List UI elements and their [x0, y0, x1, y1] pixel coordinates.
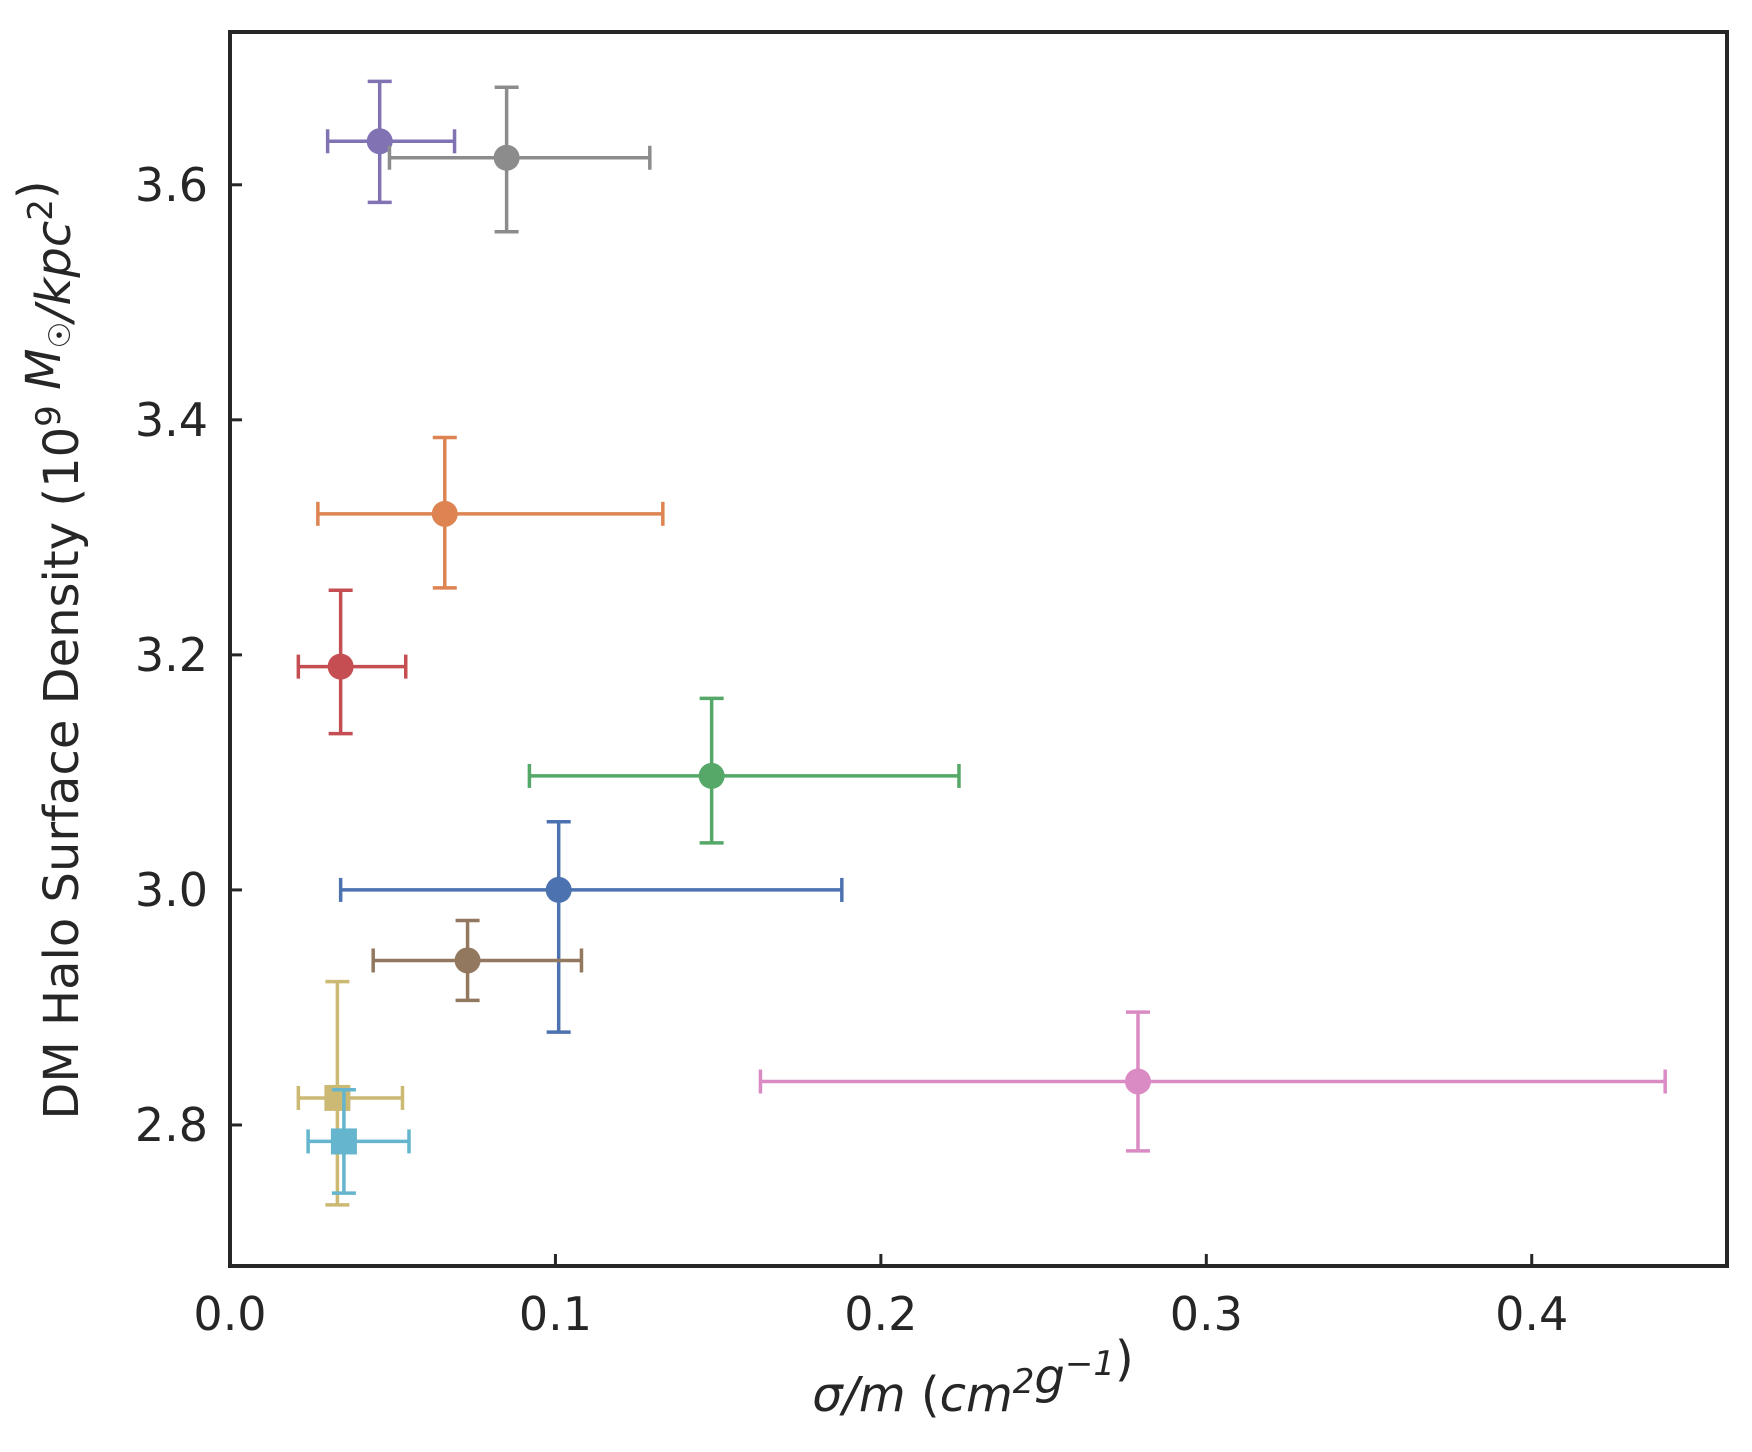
plot-marks — [296, 79, 1667, 1207]
x-tick-label: 0.2 — [844, 1287, 917, 1341]
series-green — [527, 696, 961, 845]
x-axis-ticks: 0.0 0.1 0.2 0.3 0.4 — [193, 1254, 1568, 1341]
series-brown — [371, 918, 584, 1003]
data-point — [545, 876, 572, 903]
y-axis-ticks: 2.8 3.0 3.2 3.4 3.6 — [135, 158, 242, 1152]
plot-frame — [228, 30, 1729, 1268]
x-tick-label: 0.3 — [1170, 1287, 1243, 1341]
series-blue — [338, 820, 844, 1034]
series-olive — [296, 979, 405, 1207]
x-tick-label: 0.1 — [519, 1287, 592, 1341]
series-orange — [316, 435, 665, 590]
y-tick-label: 3.0 — [135, 863, 208, 917]
y-tick-label: 3.2 — [135, 628, 208, 682]
x-axis-label: σ/m (cm2g−1) — [812, 1331, 1133, 1423]
data-point — [454, 947, 481, 974]
series-pink — [758, 1010, 1667, 1153]
data-point — [698, 762, 725, 789]
y-axis-label: DM Halo Surface Density (109 M☉/kpc2) — [8, 180, 90, 1119]
x-tick-label: 0.0 — [193, 1287, 266, 1341]
data-point — [366, 128, 393, 155]
data-point — [431, 500, 458, 527]
data-point — [493, 144, 520, 171]
series-red — [296, 588, 408, 736]
y-tick-label: 3.4 — [135, 393, 208, 447]
x-tick-label: 0.4 — [1495, 1287, 1568, 1341]
y-tick-label: 2.8 — [135, 1098, 208, 1152]
series-cyan — [306, 1087, 411, 1195]
series-gray — [387, 85, 652, 234]
data-point — [330, 1128, 357, 1155]
data-point — [327, 653, 354, 680]
series-purple — [325, 79, 457, 205]
data-point — [1124, 1068, 1151, 1095]
y-tick-label: 3.6 — [135, 158, 208, 212]
